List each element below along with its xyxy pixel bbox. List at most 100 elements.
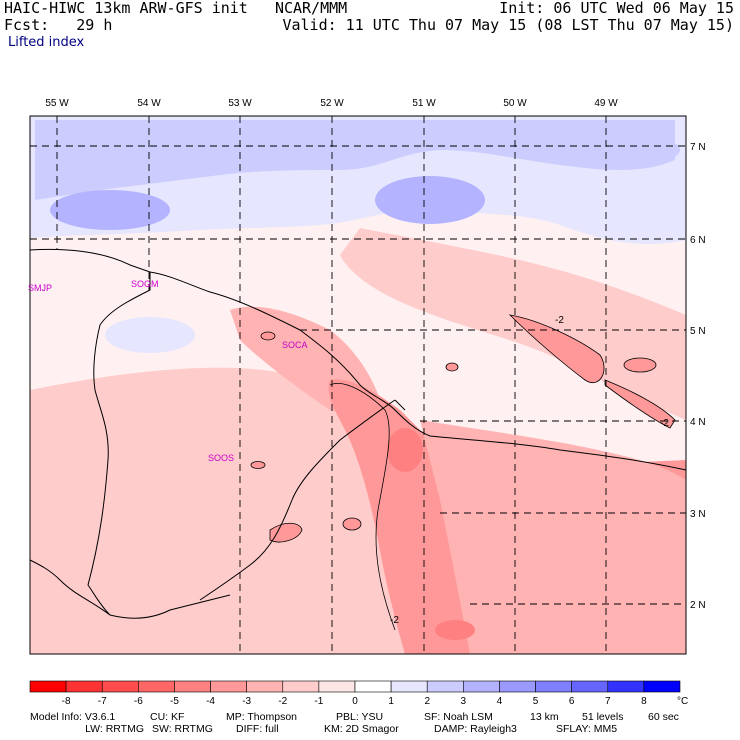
colorbar-swatch bbox=[499, 680, 536, 693]
footer-levels: 51 levels bbox=[582, 711, 624, 723]
colorbar-tick-label: 5 bbox=[533, 696, 539, 707]
colorbar-tick-label: -6 bbox=[134, 696, 143, 707]
lon-label-50w: 50 W bbox=[503, 98, 527, 109]
colorbar-swatch bbox=[607, 680, 645, 693]
li-cell-north-2 bbox=[445, 362, 459, 372]
li-cell-east-3 bbox=[623, 357, 657, 373]
li-negative-offshore bbox=[420, 420, 686, 654]
map-frame bbox=[29, 115, 687, 655]
footer-dt: 60 sec bbox=[648, 711, 679, 723]
li-cell-south bbox=[435, 620, 475, 640]
colorbar-tick-label: -5 bbox=[170, 696, 179, 707]
footer-pbl: PBL: YSU bbox=[336, 711, 384, 723]
colorbar-tick-label: -2 bbox=[278, 696, 287, 707]
footer-row-1: Model Info: V3.6.1 CU: KF MP: Thompson P… bbox=[30, 711, 735, 723]
contour-label-2: -2 bbox=[660, 418, 669, 429]
field-name: Lifted index bbox=[8, 35, 85, 50]
footer-res: 13 km bbox=[530, 711, 559, 723]
station-soos: SOOS bbox=[208, 453, 234, 463]
footer-sflay: SFLAY: MM5 bbox=[556, 723, 618, 735]
contour-labels: -2 -2 -2 bbox=[390, 315, 669, 626]
model-title: HAIC-HIWC 13km ARW-GFS init bbox=[4, 0, 248, 17]
li-cell-east bbox=[508, 314, 605, 383]
colorbar-tick-label: 1 bbox=[388, 696, 394, 707]
colorbar-swatch bbox=[463, 680, 500, 693]
contour-label-1: -2 bbox=[555, 315, 564, 326]
li-cell-sw-2 bbox=[342, 517, 362, 531]
colorbar-tick-label: -3 bbox=[242, 696, 251, 707]
lat-label-6n: 6 N bbox=[690, 235, 706, 246]
colorbar-tick-label: 7 bbox=[605, 696, 611, 707]
colorbar-swatch bbox=[426, 680, 464, 693]
lon-label-54w: 54 W bbox=[137, 98, 161, 109]
header-right: Init: 06 UTC Wed 06 May 15 Valid: 11 UTC… bbox=[282, 0, 734, 34]
lon-label-55w: 55 W bbox=[45, 98, 69, 109]
footer-sf: SF: Noah LSM bbox=[424, 711, 493, 723]
border-south bbox=[29, 559, 231, 619]
colorbar-swatch bbox=[174, 680, 211, 693]
colorbar-tick-label: 8 bbox=[641, 696, 647, 707]
coastline bbox=[29, 248, 687, 471]
colorbar: -8 -7 -6 -5 -4 -3 -2 -1 0 1 2 3 4 5 6 7 8 °C bbox=[29, 680, 688, 707]
colorbar-swatch bbox=[535, 680, 572, 693]
li-cell-sw-3 bbox=[250, 461, 266, 469]
colorbar-tick-label: -4 bbox=[206, 696, 215, 707]
lat-label-2n: 2 N bbox=[690, 600, 706, 611]
li-cell-east-2 bbox=[604, 379, 676, 429]
footer-diff: DIFF: full bbox=[236, 723, 279, 735]
colorbar-tick-label: 4 bbox=[497, 696, 503, 707]
contour-label-3: -2 bbox=[390, 615, 399, 626]
footer-damp: DAMP: Rayleigh3 bbox=[434, 723, 517, 735]
colorbar-swatch bbox=[246, 680, 284, 693]
li-cell-north-1 bbox=[260, 331, 276, 341]
colorbar-swatch bbox=[318, 680, 356, 693]
colorbar-swatch bbox=[643, 680, 681, 693]
colorbar-swatch bbox=[571, 680, 609, 693]
li-band-4 bbox=[600, 136, 680, 164]
colorbar-swatch bbox=[390, 680, 428, 693]
colorbar-tick-label: -1 bbox=[314, 696, 323, 707]
colorbar-tick-label: 6 bbox=[569, 696, 575, 707]
fcst-label: Fcst: bbox=[4, 16, 50, 34]
lon-label-51w: 51 W bbox=[412, 98, 436, 109]
lat-label-5n: 5 N bbox=[690, 326, 706, 337]
lon-labels: 55 W 54 W 53 W 52 W 51 W 50 W 49 W bbox=[45, 98, 618, 109]
colorbar-tick-labels: -8 -7 -6 -5 -4 -3 -2 -1 0 1 2 3 4 5 6 7 8 bbox=[62, 696, 647, 707]
contour-minus2 bbox=[329, 383, 396, 631]
lon-label-49w: 49 W bbox=[594, 98, 618, 109]
li-min-cell bbox=[387, 428, 423, 472]
fcst-value: 29 h bbox=[76, 16, 113, 34]
station-sogm: SOGM bbox=[131, 279, 159, 289]
colorbar-tick-label: 2 bbox=[424, 696, 430, 707]
footer-mp: MP: Thompson bbox=[226, 711, 298, 723]
colorbar-swatch bbox=[282, 680, 320, 693]
li-inland-blue bbox=[105, 317, 195, 353]
station-smjp: SMJP bbox=[28, 283, 52, 293]
colorbar-tick-label: -8 bbox=[62, 696, 71, 707]
border-suriname-guyane bbox=[87, 272, 151, 616]
colorbar-tick-label: -7 bbox=[98, 696, 107, 707]
border-oyapock bbox=[394, 399, 406, 411]
init-time: Init: 06 UTC Wed 06 May 15 bbox=[499, 0, 734, 17]
li-band-3 bbox=[375, 176, 485, 224]
footer-sw: SW: RRTMG bbox=[152, 723, 213, 735]
header-left: HAIC-HIWC 13km ARW-GFS init NCAR/MMM Fcs… bbox=[4, 0, 347, 34]
colorbar-swatch bbox=[210, 680, 247, 693]
footer-km: KM: 2D Smagor bbox=[324, 723, 399, 735]
border-guyane-brazil bbox=[199, 399, 396, 601]
lat-label-4n: 4 N bbox=[690, 417, 706, 428]
station-labels: SMJP SOGM SOCA SOOS bbox=[28, 279, 308, 463]
lon-label-52w: 52 W bbox=[320, 98, 344, 109]
colorbar-swatch bbox=[29, 680, 67, 693]
colorbar-tick-label: 0 bbox=[352, 696, 358, 707]
footer-row-2: LW: RRTMG SW: RRTMG DIFF: full KM: 2D Sm… bbox=[30, 723, 735, 735]
lon-label-53w: 53 W bbox=[228, 98, 252, 109]
footer-lw: LW: RRTMG bbox=[85, 723, 144, 735]
footer-cu: CU: KF bbox=[150, 711, 185, 723]
colorbar-tick-label: 3 bbox=[461, 696, 467, 707]
model-info-footer: Model Info: V3.6.1 CU: KF MP: Thompson P… bbox=[30, 711, 735, 735]
colorbar-swatch bbox=[354, 680, 392, 693]
valid-time: Valid: 11 UTC Thu 07 May 15 (08 LST Thu … bbox=[282, 16, 734, 34]
colorbar-unit: °C bbox=[677, 696, 688, 707]
